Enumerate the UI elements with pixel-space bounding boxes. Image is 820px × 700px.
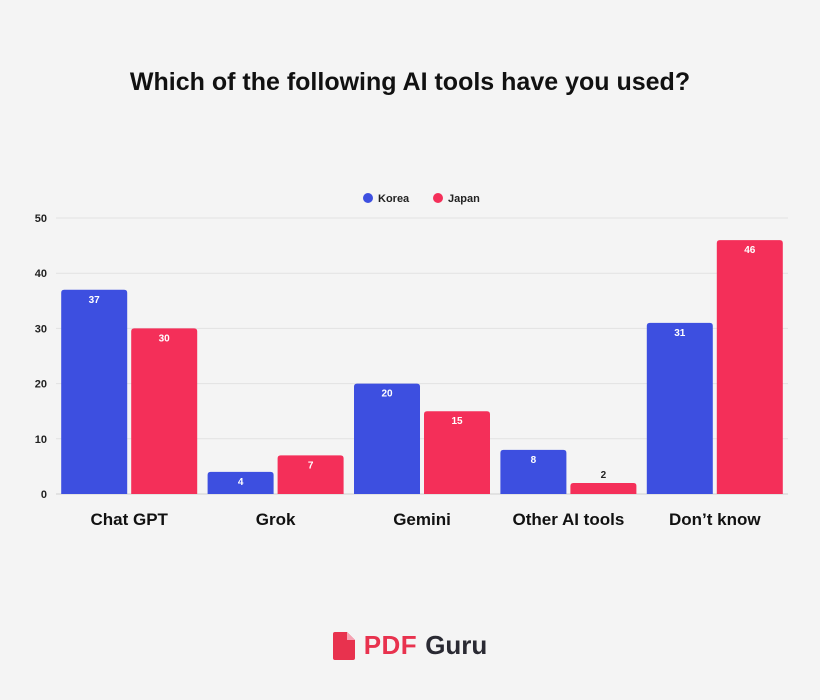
bar [61, 289, 128, 494]
x-tick-label: Chat GPT [90, 510, 168, 529]
bar-chart: 0 10 20 30 40 50 Korea Japan 37 30 Chat GPT 4 7 Grok 2… [35, 193, 788, 529]
brand-pdf-text: PDF [363, 630, 418, 660]
data-label: 20 [381, 389, 393, 400]
legend-marker [433, 193, 443, 203]
data-label: 15 [451, 416, 463, 427]
data-label: 31 [674, 328, 686, 339]
bar [500, 449, 567, 494]
data-label: 37 [89, 295, 101, 306]
data-label: 4 [238, 477, 244, 488]
y-tick-label: 30 [35, 323, 47, 335]
legend-label: Japan [448, 193, 480, 205]
data-label: 8 [531, 455, 537, 466]
data-label: 30 [159, 333, 171, 344]
bar [570, 482, 637, 494]
y-tick-label: 50 [35, 213, 47, 225]
bar [716, 240, 783, 494]
bar [277, 455, 344, 494]
pdf-document-icon [332, 631, 355, 660]
bar [354, 383, 420, 494]
brand-guru-text: Guru [425, 630, 488, 660]
data-label: 46 [744, 245, 756, 256]
y-tick-label: 0 [41, 489, 47, 501]
brand-footer: PDF Guru [0, 630, 820, 661]
y-tick-label: 10 [35, 434, 47, 446]
y-tick-label: 20 [35, 379, 47, 391]
chart-title: Which of the following AI tools have you… [129, 68, 691, 96]
legend-label: Korea [378, 193, 410, 205]
y-tick-label: 40 [35, 268, 47, 280]
x-tick-label: Don’t know [669, 510, 761, 529]
bar [207, 471, 274, 494]
data-label: 7 [308, 460, 314, 471]
bar [131, 328, 198, 494]
x-tick-label: Gemini [393, 510, 451, 529]
data-label: 2 [601, 470, 607, 481]
bar [424, 411, 490, 494]
x-tick-label: Other AI tools [513, 510, 625, 529]
legend-marker [363, 193, 373, 203]
x-tick-label: Grok [256, 510, 296, 529]
pdf-guru-logo: PDF [332, 630, 418, 661]
bar [646, 322, 713, 494]
